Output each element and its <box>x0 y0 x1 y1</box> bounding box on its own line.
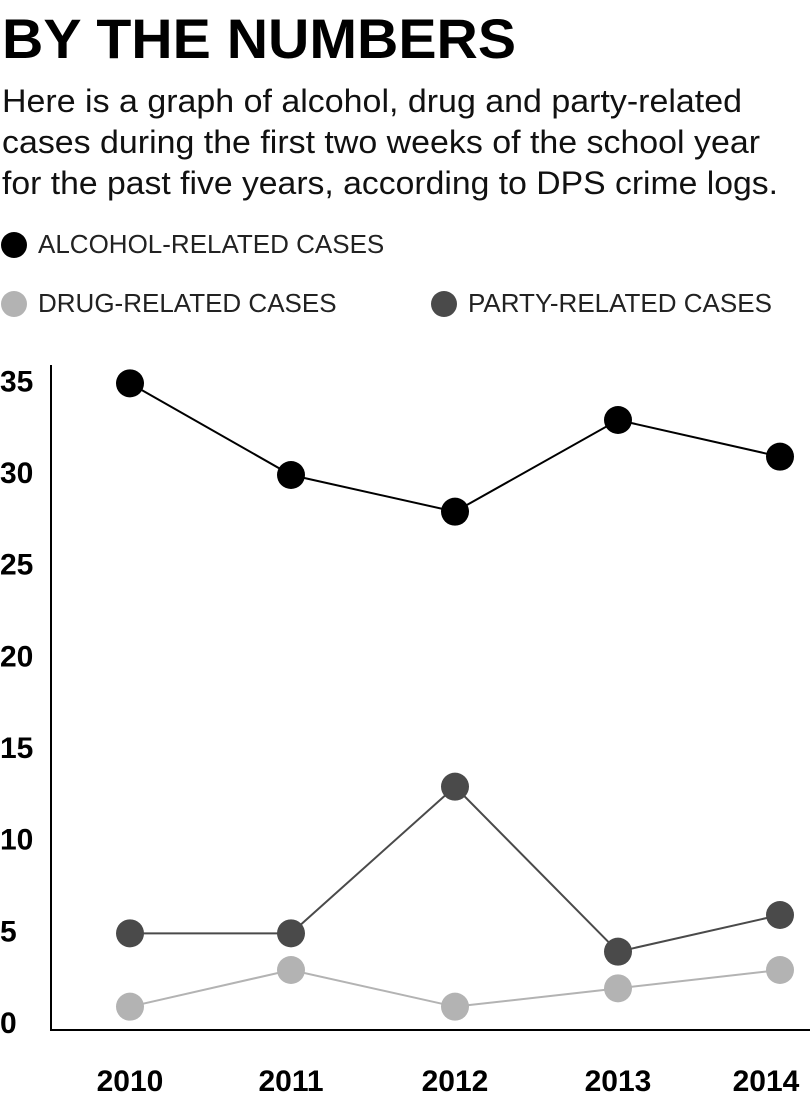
y-tick-label: 5 <box>0 915 17 948</box>
chart-title: BY THE NUMBERS <box>2 7 516 70</box>
x-tick-label: 2011 <box>258 1065 323 1098</box>
data-point <box>116 992 144 1021</box>
y-tick-label: 15 <box>0 732 33 765</box>
data-point <box>604 974 632 1003</box>
subtitle-line: Here is a graph of alcohol, drug and par… <box>2 83 742 119</box>
data-point <box>277 461 305 489</box>
data-point <box>116 919 144 948</box>
series-line <box>130 785 781 953</box>
data-point <box>441 497 469 526</box>
legend-label: PARTY-RELATED CASES <box>468 288 772 318</box>
x-tick-label: 2014 <box>733 1065 800 1098</box>
legend-label: DRUG-RELATED CASES <box>38 288 337 318</box>
data-point <box>766 901 794 929</box>
legend-marker <box>431 291 457 317</box>
x-tick-label: 2012 <box>422 1065 489 1098</box>
data-point <box>277 956 305 984</box>
legend-marker <box>1 291 27 317</box>
x-tick-label: 2013 <box>585 1065 652 1098</box>
subtitle-line: for the past five years, according to DP… <box>2 165 778 201</box>
x-tick-label: 2010 <box>97 1065 164 1098</box>
data-point <box>604 406 632 434</box>
data-point <box>766 956 794 984</box>
data-point <box>604 937 632 966</box>
legend-label: ALCOHOL-RELATED CASES <box>38 229 384 259</box>
legend-marker <box>1 232 27 258</box>
y-tick-label: 35 <box>0 365 33 398</box>
y-tick-label: 0 <box>0 1007 17 1040</box>
data-point <box>441 992 469 1021</box>
y-tick-label: 20 <box>0 640 33 673</box>
y-tick-label: 10 <box>0 824 33 857</box>
series-line <box>129 382 781 513</box>
subtitle-line: cases during the first two weeks of the … <box>2 124 760 160</box>
y-tick-label: 25 <box>0 549 33 582</box>
data-point <box>441 772 469 801</box>
data-point <box>116 369 144 398</box>
y-tick-label: 30 <box>0 457 33 490</box>
data-point <box>277 919 305 948</box>
data-point <box>766 442 794 471</box>
